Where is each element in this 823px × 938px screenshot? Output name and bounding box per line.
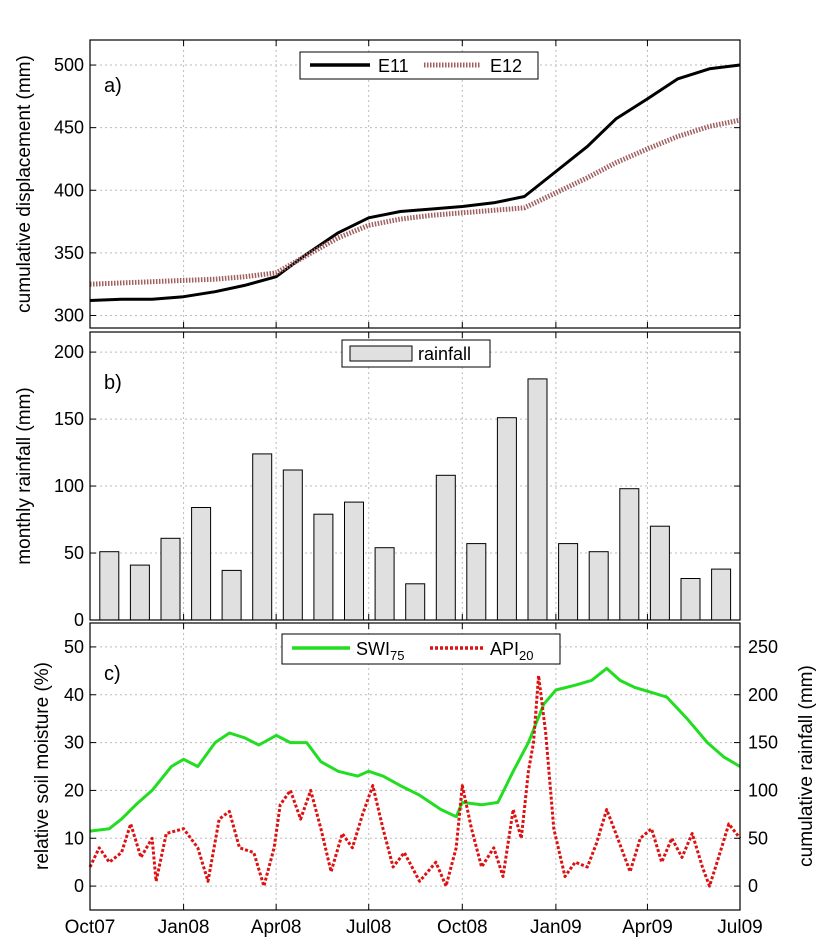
legend-rainfall-label: rainfall (418, 344, 471, 364)
panel-a-ylabel: cumulative displacement (mm) (14, 55, 35, 313)
x-tick-label: Apr08 (251, 917, 302, 938)
x-tick-label: Jan09 (530, 917, 582, 938)
rainfall-bar (649, 525, 670, 621)
x-axis-tick-labels: Oct07 Jan08 Apr08 Jul08 Oct08 Jan09 Apr09 Jul09 (65, 917, 763, 938)
rainfall-bar (313, 513, 334, 621)
panel-c-ytick-label: 40 (64, 685, 84, 705)
panel-b: 0 50 100 150 200 b) monthly rainfall (mm) ra… (14, 331, 741, 630)
rainfall-bar (558, 543, 579, 621)
x-tick-label: Jul08 (346, 917, 391, 938)
panel-a: 300 350 400 450 500 a) cumulative displaceme… (14, 39, 741, 329)
panel-a-ytick-label: 300 (54, 305, 84, 325)
panel-b-label: b) (104, 372, 122, 394)
rainfall-bar (711, 568, 732, 621)
series-api-line (88, 674, 742, 888)
rainfall-bar (344, 501, 364, 621)
legend-e12-label: E12 (490, 56, 522, 76)
x-tick-label: Jul09 (717, 917, 762, 938)
panel-b-legend: rainfall (341, 339, 491, 368)
panel-c-y2tick-label: 50 (748, 828, 768, 848)
rainfall-bar (619, 488, 640, 621)
panel-c-ytick-label: 30 (64, 733, 84, 753)
panel-c-ytick-label: 20 (64, 780, 84, 800)
panel-c-y2label: cumulative rainfall (mm) (796, 665, 817, 867)
panel-c-y2tick-label: 250 (748, 637, 778, 657)
rainfall-bar (680, 578, 701, 621)
legend-api-label: API20 (490, 639, 533, 663)
series-e12-line (89, 117, 741, 287)
rainfall-bar (466, 543, 487, 621)
rainfall-bar (252, 453, 273, 621)
panel-a-label: a) (104, 75, 122, 97)
rainfall-bar (527, 378, 548, 621)
panel-a-ytick-label: 500 (54, 55, 84, 75)
x-tick-label: Apr09 (622, 917, 673, 938)
panel-c-frame (89, 622, 741, 911)
rainfall-bar (496, 417, 517, 621)
legend-rainfall-swatch (349, 345, 413, 362)
rainfall-bar (435, 474, 456, 621)
panel-b-ytick-label: 50 (64, 543, 84, 563)
series-e11-line (89, 63, 741, 302)
rainfall-bar (374, 547, 395, 621)
panel-c: 0 10 20 30 40 50 0 50 100 150 200 250 c) relative s… (32, 622, 817, 911)
panel-c-ytick-label: 0 (74, 876, 84, 896)
panel-c-label: c) (104, 663, 121, 685)
series-swi-line (89, 666, 741, 833)
panel-c-y2tick-label: 100 (748, 780, 778, 800)
rainfall-bar (588, 551, 609, 621)
panel-a-legend: E11 E12 (299, 51, 539, 80)
panel-c-ylabel: relative soil moisture (%) (32, 662, 53, 870)
rainfall-bar (221, 569, 242, 621)
panel-a-ytick-label: 450 (54, 118, 84, 138)
panel-c-y2tick-label: 200 (748, 685, 778, 705)
x-tick-label: Oct07 (65, 917, 116, 938)
panel-c-ytick-label: 50 (64, 637, 84, 657)
rainfall-bar (282, 469, 303, 621)
panel-a-ytick-label: 400 (54, 180, 84, 200)
panel-c-y2tick-label: 0 (748, 876, 758, 896)
panel-b-ytick-label: 150 (54, 409, 84, 429)
x-tick-label: Oct08 (437, 917, 488, 938)
x-tick-label: Jan08 (158, 917, 210, 938)
rainfall-bar (129, 564, 150, 621)
panel-c-ytick-label: 10 (64, 828, 84, 848)
panel-c-legend: SWI75 API20 (281, 633, 561, 665)
legend-swi-label: SWI75 (356, 639, 404, 663)
rainfall-bar (191, 507, 212, 621)
legend-e11-label: E11 (378, 56, 409, 76)
panel-b-ytick-label: 0 (74, 610, 84, 630)
panel-b-ylabel: monthly rainfall (mm) (14, 387, 35, 564)
panel-b-ytick-label: 200 (54, 342, 84, 362)
panel-c-y2tick-label: 150 (748, 733, 778, 753)
panel-b-frame (89, 331, 741, 621)
rainfall-bar (405, 583, 426, 621)
rainfall-bar (99, 551, 120, 621)
panel-a-ytick-label: 350 (54, 243, 84, 263)
panel-b-ytick-label: 100 (54, 476, 84, 496)
panel-a-frame (89, 39, 741, 329)
rainfall-bar (160, 537, 181, 621)
